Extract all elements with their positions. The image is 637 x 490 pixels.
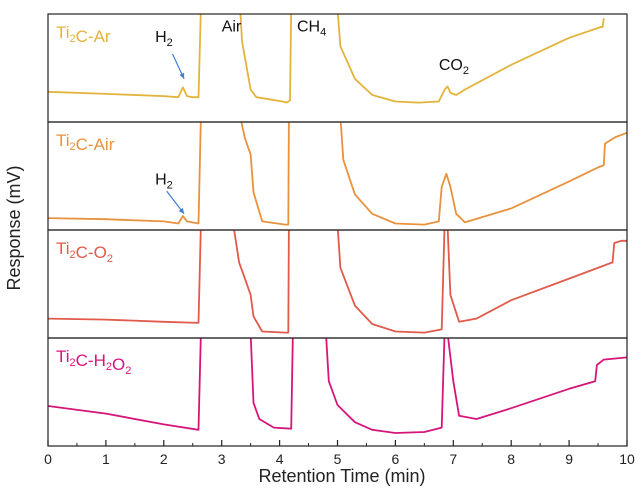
panel-label: Ti2C-Air xyxy=(56,131,115,154)
series-line xyxy=(48,338,627,434)
x-tick-label: 6 xyxy=(392,451,400,467)
x-tick-label: 5 xyxy=(334,451,342,467)
panel-frame xyxy=(47,337,628,447)
series-line xyxy=(48,14,605,104)
x-tick-label: 4 xyxy=(276,451,284,467)
panel-frame xyxy=(47,121,628,231)
annotation: H2 xyxy=(155,29,173,49)
annotation: CH4 xyxy=(297,18,326,38)
annotation: H2 xyxy=(155,172,173,192)
series-line xyxy=(48,122,627,226)
arrow-head xyxy=(179,72,185,79)
panel-frame xyxy=(47,13,628,123)
x-tick-label: 10 xyxy=(619,451,635,467)
panel-label: Ti2C-O2 xyxy=(56,239,113,265)
x-axis: 0 1 2 3 4 5 6 7 8 9 10 xyxy=(44,440,635,467)
y-axis-label: Response (mV) xyxy=(4,165,24,290)
panel-1: Ti2C-Air H2 xyxy=(47,121,628,231)
panel-3: Ti2C-H2O2 xyxy=(47,337,628,447)
x-tick-label: 0 xyxy=(44,451,52,467)
panel-label: Ti2C-Ar xyxy=(56,23,111,46)
x-tick-label: 1 xyxy=(102,451,110,467)
x-tick-label: 2 xyxy=(160,451,168,467)
annotation: Air xyxy=(222,18,242,35)
x-tick-label: 3 xyxy=(218,451,226,467)
chart-panels: Ti2C-Ar H2 Air CH4 CO2 Ti2C-Air H2 Ti2C-O2 Ti2C-… xyxy=(47,13,628,447)
panel-2: Ti2C-O2 xyxy=(47,229,628,339)
x-tick-label: 7 xyxy=(449,451,457,467)
x-tick-label: 9 xyxy=(565,451,573,467)
panel-0: Ti2C-Ar H2 Air CH4 CO2 xyxy=(47,13,628,123)
x-axis-label: Retention Time (min) xyxy=(258,466,425,486)
arrow-head xyxy=(178,207,185,214)
series-line xyxy=(48,230,627,334)
annotation: CO2 xyxy=(439,57,469,77)
panel-frame xyxy=(47,229,628,339)
panel-label: Ti2C-H2O2 xyxy=(56,347,131,377)
x-tick-label: 8 xyxy=(507,451,515,467)
